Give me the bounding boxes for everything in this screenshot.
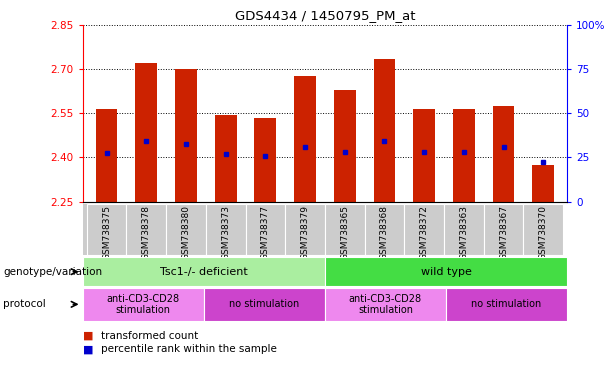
Bar — [135, 63, 157, 202]
Bar — [126, 204, 166, 255]
Text: transformed count: transformed count — [101, 331, 199, 341]
Bar — [365, 204, 405, 255]
Title: GDS4434 / 1450795_PM_at: GDS4434 / 1450795_PM_at — [235, 9, 415, 22]
Text: ■: ■ — [83, 344, 93, 354]
Bar — [325, 204, 365, 255]
Text: GSM738378: GSM738378 — [142, 205, 151, 260]
Text: GSM738377: GSM738377 — [261, 205, 270, 260]
Bar — [166, 204, 206, 255]
Bar — [444, 204, 484, 255]
Bar — [254, 118, 276, 202]
Bar — [86, 204, 126, 255]
Bar — [285, 204, 325, 255]
Bar — [446, 288, 567, 321]
Text: Tsc1-/- deficient: Tsc1-/- deficient — [160, 266, 248, 277]
Bar — [413, 109, 435, 202]
Bar — [453, 109, 474, 202]
Text: wild type: wild type — [421, 266, 471, 277]
Bar — [532, 165, 554, 202]
Bar — [493, 106, 514, 202]
Bar — [373, 59, 395, 202]
Text: no stimulation: no stimulation — [229, 299, 300, 310]
Bar — [524, 204, 563, 255]
Text: ■: ■ — [83, 331, 93, 341]
Text: GSM738370: GSM738370 — [539, 205, 547, 260]
Text: GSM738373: GSM738373 — [221, 205, 230, 260]
Bar — [215, 115, 237, 202]
Bar — [83, 257, 325, 286]
Text: GSM738368: GSM738368 — [380, 205, 389, 260]
Text: GSM738367: GSM738367 — [499, 205, 508, 260]
Text: GSM738372: GSM738372 — [420, 205, 428, 260]
Bar — [83, 288, 204, 321]
Bar — [334, 90, 356, 202]
Bar — [96, 109, 118, 202]
Text: anti-CD3-CD28
stimulation: anti-CD3-CD28 stimulation — [349, 293, 422, 315]
Bar — [325, 257, 567, 286]
Bar — [245, 204, 285, 255]
Text: protocol: protocol — [3, 299, 46, 310]
Text: GSM738379: GSM738379 — [300, 205, 310, 260]
Bar — [405, 204, 444, 255]
Text: GSM738375: GSM738375 — [102, 205, 111, 260]
Bar — [206, 204, 245, 255]
Bar — [325, 288, 446, 321]
Bar — [294, 76, 316, 202]
Text: no stimulation: no stimulation — [471, 299, 542, 310]
Text: genotype/variation: genotype/variation — [3, 266, 102, 277]
Bar — [204, 288, 325, 321]
Text: anti-CD3-CD28
stimulation: anti-CD3-CD28 stimulation — [107, 293, 180, 315]
Text: GSM738363: GSM738363 — [459, 205, 468, 260]
Text: GSM738380: GSM738380 — [181, 205, 191, 260]
Text: percentile rank within the sample: percentile rank within the sample — [101, 344, 277, 354]
Bar — [175, 69, 197, 202]
Bar — [484, 204, 524, 255]
Text: GSM738365: GSM738365 — [340, 205, 349, 260]
